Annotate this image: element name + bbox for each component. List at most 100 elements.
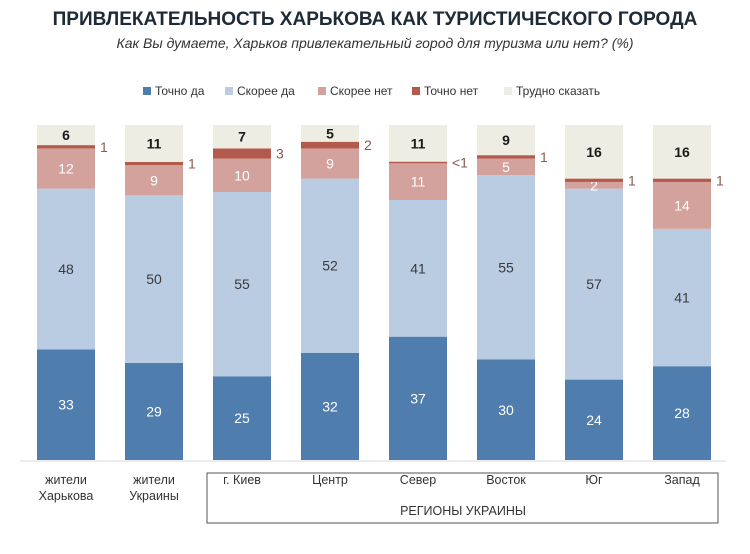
- data-label: 12: [58, 161, 74, 177]
- data-label: 16: [586, 144, 602, 160]
- data-label: 1: [628, 172, 636, 188]
- category-label: Украины: [129, 489, 179, 503]
- bar-segment: [565, 178, 623, 182]
- data-label: 3: [276, 145, 284, 161]
- data-label: 5: [502, 159, 510, 175]
- data-label: 30: [498, 402, 514, 418]
- legend-label: Точно нет: [424, 84, 479, 98]
- bar-segment: [213, 148, 271, 159]
- bar-segment: [389, 200, 447, 337]
- legend-swatch: [143, 87, 151, 95]
- regions-group-box: [206, 472, 719, 524]
- category-labels: жители Харькова жители Украины г. Киев Центр С…: [39, 473, 701, 503]
- bar-segment: [301, 178, 359, 353]
- data-label: 57: [586, 276, 602, 292]
- bar-segment: [565, 125, 623, 179]
- data-label: 11: [147, 135, 162, 151]
- bar-segment: [301, 352, 359, 460]
- bar-segment: [477, 158, 535, 176]
- data-label: 2: [364, 137, 372, 153]
- data-label: 9: [502, 132, 510, 148]
- bar-segment: [213, 192, 271, 377]
- category-label: Восток: [486, 473, 526, 487]
- data-label: <1: [452, 155, 468, 171]
- bar-segment: [477, 125, 535, 156]
- legend-swatch: [225, 87, 233, 95]
- data-label: 10: [234, 167, 250, 183]
- category-label: Север: [400, 473, 436, 487]
- bar-segment: [37, 125, 95, 146]
- data-label: 2: [590, 177, 598, 193]
- bar-segment: [125, 161, 183, 166]
- bar-segment: [653, 181, 711, 229]
- data-label: 52: [322, 258, 338, 274]
- data-label: 11: [411, 174, 426, 190]
- data-label: 5: [326, 125, 334, 141]
- bar-segment: [37, 145, 95, 149]
- bar-segment: [389, 161, 447, 164]
- data-label: 55: [234, 276, 250, 292]
- bar-segment: [213, 158, 271, 192]
- bar-segment: [565, 181, 623, 189]
- data-label: 1: [716, 172, 724, 188]
- bar-segment: [653, 125, 711, 179]
- bar-segment: [125, 165, 183, 196]
- bar-segment: [477, 359, 535, 460]
- data-label: 7: [238, 129, 246, 145]
- bar-segment: [213, 376, 271, 460]
- category-label: Харькова: [39, 489, 94, 503]
- data-label: 24: [586, 412, 602, 428]
- data-label: 32: [322, 398, 338, 414]
- category-label: Юг: [585, 473, 603, 487]
- chart-subtitle: Как Вы думаете, Харьков привлекательный …: [117, 35, 634, 51]
- chart-title: ПРИВЛЕКАТЕЛЬНОСТЬ ХАРЬКОВА КАК ТУРИСТИЧЕ…: [53, 9, 698, 30]
- category-label: жители: [45, 473, 87, 487]
- data-label: 37: [410, 390, 426, 406]
- bar-segment: [125, 362, 183, 460]
- bar-segment: [565, 188, 623, 380]
- bar-segment: [37, 148, 95, 189]
- data-label: 25: [234, 410, 250, 426]
- data-label: 29: [146, 403, 162, 419]
- data-label: 9: [150, 172, 158, 188]
- category-label: Запад: [664, 473, 700, 487]
- bar-segment: [389, 125, 447, 162]
- bar-segment: [477, 155, 535, 159]
- legend-swatch: [504, 87, 512, 95]
- legend-label: Скорее нет: [330, 84, 393, 98]
- bar-segment: [213, 125, 271, 149]
- bar-segment: [389, 336, 447, 460]
- legend-label: Точно да: [155, 84, 205, 98]
- legend-swatch: [318, 87, 326, 95]
- bar-segment: [565, 379, 623, 460]
- data-label: 11: [411, 135, 426, 151]
- bar-segment: [125, 195, 183, 363]
- data-label: 1: [100, 139, 108, 155]
- bar-segment: [653, 228, 711, 367]
- data-label: 16: [674, 144, 690, 160]
- category-label: жители: [133, 473, 175, 487]
- data-label: 41: [410, 260, 426, 276]
- data-label: 41: [674, 290, 690, 306]
- data-label: 6: [62, 127, 70, 143]
- bar-segment: [301, 148, 359, 179]
- data-label: 28: [674, 405, 690, 421]
- data-label: 55: [498, 259, 514, 275]
- bar-segment: [653, 178, 711, 182]
- bar-segment: [301, 141, 359, 149]
- legend-label: Скорее да: [237, 84, 295, 98]
- legend-swatch: [412, 87, 420, 95]
- bar-segment: [37, 349, 95, 460]
- legend: Точно да Скорее да Скорее нет Точно нет Труд…: [143, 84, 600, 98]
- data-label: 1: [188, 156, 196, 172]
- legend-label: Трудно сказать: [516, 84, 600, 98]
- bar-segment: [125, 125, 183, 162]
- data-label: 9: [326, 156, 334, 172]
- data-label: 1: [540, 149, 548, 165]
- bar-segment: [301, 125, 359, 142]
- data-label: 50: [146, 271, 162, 287]
- category-label: Центр: [312, 473, 348, 487]
- bar-segment: [653, 366, 711, 460]
- bars: 3348121629509111255510373252925374111<11…: [37, 125, 724, 460]
